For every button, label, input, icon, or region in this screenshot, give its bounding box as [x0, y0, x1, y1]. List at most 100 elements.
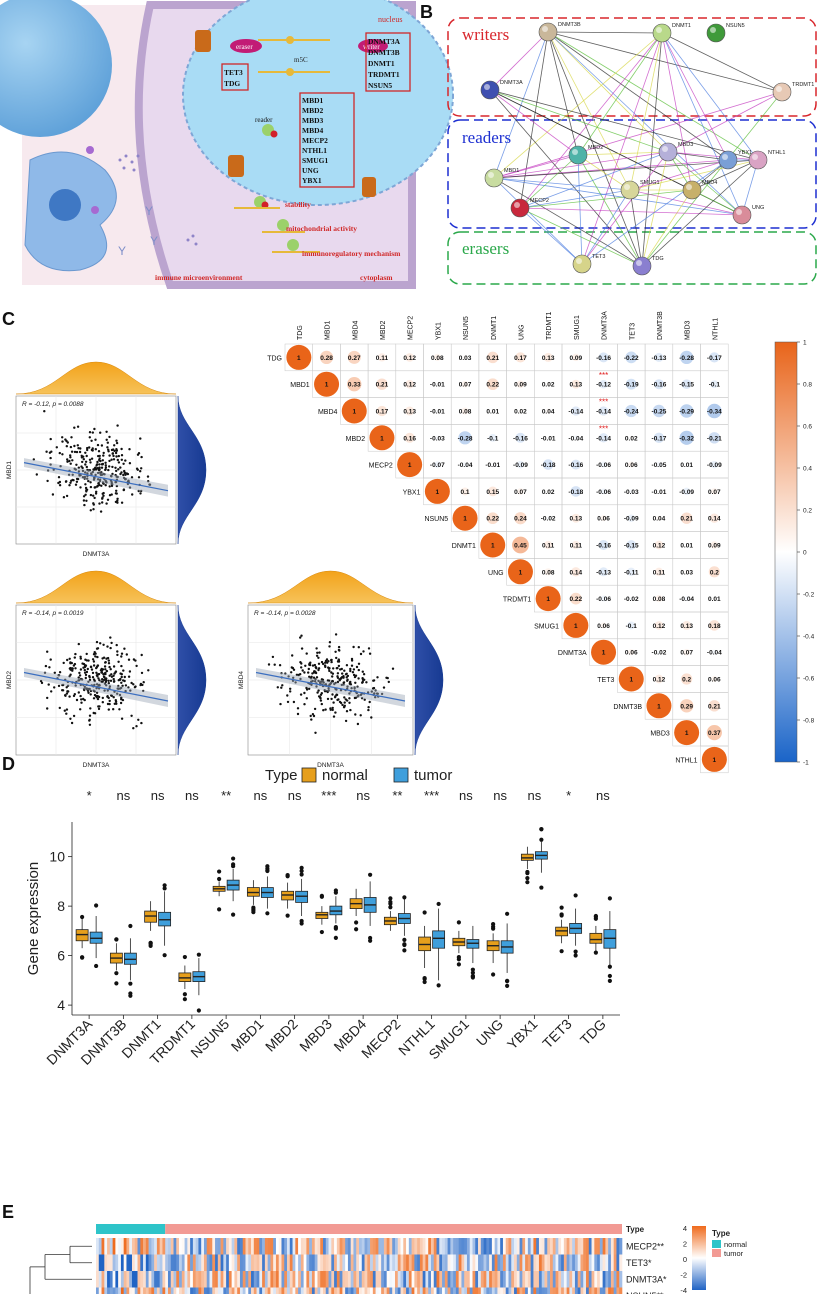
- heatmap-cell: [212, 1254, 216, 1271]
- scatter-point: [323, 690, 327, 693]
- scatter-point: [89, 481, 92, 484]
- heatmap-cell: [101, 1254, 105, 1271]
- heatmap-cell: [602, 1271, 606, 1288]
- scatter-point: [121, 684, 124, 687]
- scatter-point: [88, 446, 91, 449]
- scatter-point: [140, 455, 143, 459]
- scatter-point: [338, 678, 341, 681]
- scatter-point: [98, 502, 101, 505]
- scatter-point: [120, 447, 123, 451]
- heatmap-cell: [198, 1287, 202, 1294]
- scatter-point: [317, 695, 321, 698]
- colorbar-e-tick: -2: [680, 1271, 687, 1280]
- network-edge: [661, 32, 743, 216]
- scatter-point: [69, 445, 73, 449]
- outlier-point: [422, 979, 427, 985]
- heatmap-cell: [137, 1254, 141, 1271]
- corr-row-label: MBD1: [290, 382, 310, 389]
- heatmap-cell: [616, 1254, 620, 1271]
- scatter-point: [320, 660, 324, 664]
- heatmap-cell: [491, 1271, 495, 1288]
- corr-circle: [397, 452, 423, 478]
- scatter-point: [115, 455, 118, 458]
- scatter-point: [103, 672, 106, 675]
- scatter-point: [76, 477, 80, 481]
- corr-circle: [598, 352, 609, 363]
- corr-circle: [656, 515, 662, 521]
- heatmap-cell: [331, 1271, 335, 1288]
- corr-value: 0.01: [680, 462, 693, 469]
- heatmap-cell: [599, 1271, 603, 1288]
- heatmap-cell: [350, 1287, 354, 1294]
- heatmap-cell: [98, 1254, 102, 1271]
- scatter-point: [69, 462, 72, 465]
- corr-value: 0.06: [597, 623, 610, 630]
- scatter-point: [65, 439, 68, 443]
- heatmap-cell: [284, 1271, 288, 1288]
- heatmap-cell: [162, 1271, 166, 1288]
- scatter-point: [106, 441, 110, 444]
- heatmap-cell: [536, 1238, 540, 1255]
- network-node-label: MECP2: [530, 198, 549, 204]
- corr-circle: [653, 379, 664, 390]
- heatmap-cell: [350, 1238, 354, 1255]
- heatmap-cell: [134, 1271, 138, 1288]
- outlier-point: [388, 905, 393, 910]
- writer-label: writer: [363, 43, 380, 51]
- heatmap-cell: [137, 1238, 141, 1255]
- heatmap-cell: [378, 1271, 382, 1288]
- corr-circle: [546, 382, 550, 386]
- scatter-point: [96, 697, 100, 701]
- corr-circle: [600, 622, 607, 629]
- network-edge: [667, 151, 759, 161]
- corr-value: -0.16: [568, 462, 583, 469]
- scatter-point: [122, 462, 125, 465]
- scatter-point: [327, 666, 330, 669]
- scatter-point: [81, 476, 85, 479]
- scatter-point: [335, 693, 339, 697]
- heatmap-cell: [256, 1287, 260, 1294]
- scatter-point: [115, 492, 118, 495]
- scatter-point: [335, 667, 338, 670]
- scatter-point: [89, 509, 93, 512]
- outlier-point: [217, 869, 222, 874]
- scatter-point: [64, 480, 68, 483]
- heatmap-cell: [544, 1271, 548, 1288]
- heatmap-cell: [464, 1287, 468, 1294]
- outlier-point: [196, 1008, 201, 1013]
- scatter-point: [81, 466, 84, 470]
- significance-label: *: [566, 788, 571, 803]
- heatmap-cell: [436, 1238, 440, 1255]
- network-edge: [581, 151, 669, 265]
- scatter-point: [117, 454, 121, 458]
- corr-value: -0.09: [513, 462, 528, 469]
- outlier-point: [593, 913, 598, 919]
- corr-value: 0.02: [514, 409, 527, 416]
- heatmap-cell: [273, 1254, 277, 1271]
- heatmap-cell: [616, 1238, 620, 1255]
- scatter-point: [337, 664, 341, 668]
- corr-value: -0.1: [709, 382, 721, 389]
- outlier-point: [285, 913, 290, 918]
- heatmap-cell: [154, 1238, 158, 1255]
- outlier-point: [573, 893, 578, 898]
- scatter-point: [92, 711, 95, 715]
- heatmap-cell: [361, 1287, 365, 1294]
- heatmap-cell: [588, 1287, 592, 1294]
- corr-circle: [680, 350, 694, 365]
- scatter-point: [89, 707, 92, 710]
- scatter-point: [303, 691, 306, 695]
- scatter-point: [136, 468, 139, 471]
- scatter-point: [348, 701, 351, 704]
- heatmap-cell: [397, 1254, 401, 1271]
- scatter-point: [98, 684, 101, 687]
- scatter-point: [366, 691, 370, 694]
- scatter-point: [118, 708, 121, 711]
- scatter-point: [311, 713, 315, 716]
- heatmap-cell: [489, 1254, 493, 1271]
- scatter-point: [58, 484, 62, 487]
- scatter-point: [136, 453, 140, 456]
- heatmap-cell: [96, 1238, 100, 1255]
- heatmap-cell: [342, 1271, 346, 1288]
- heatmap-cell: [320, 1271, 324, 1288]
